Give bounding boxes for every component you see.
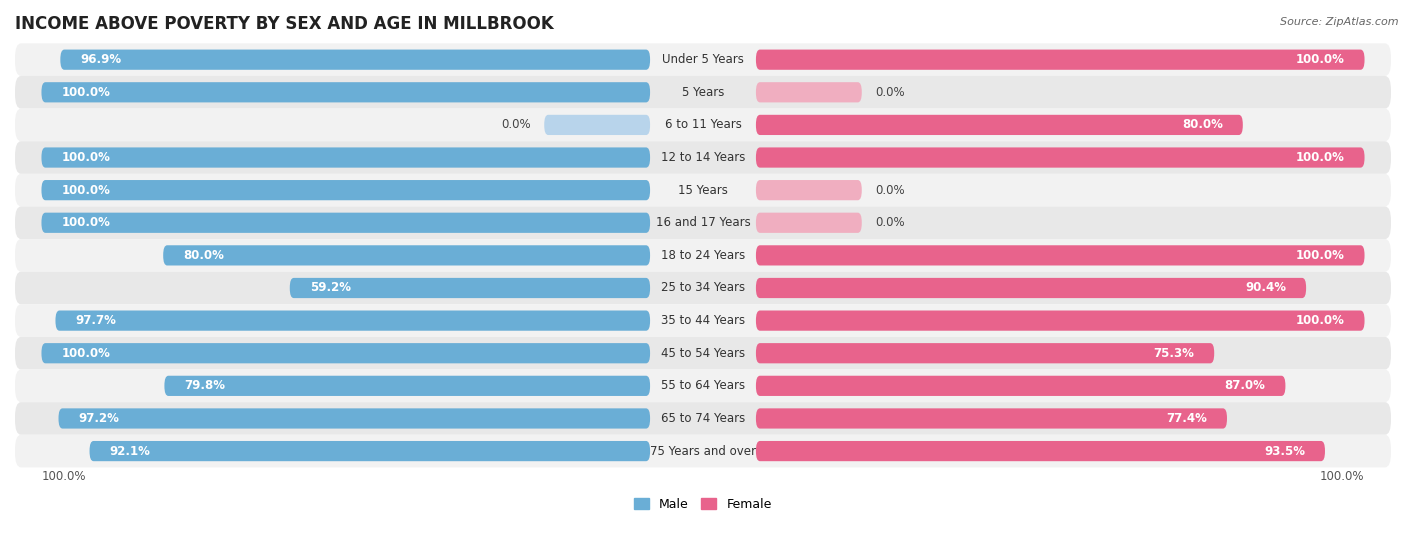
Text: 100.0%: 100.0% (1296, 151, 1344, 164)
Text: 35 to 44 Years: 35 to 44 Years (661, 314, 745, 327)
Text: 25 to 34 Years: 25 to 34 Years (661, 282, 745, 295)
Text: 100.0%: 100.0% (1296, 53, 1344, 66)
Text: 100.0%: 100.0% (1296, 314, 1344, 327)
FancyBboxPatch shape (15, 435, 1391, 467)
FancyBboxPatch shape (41, 148, 650, 168)
Text: 55 to 64 Years: 55 to 64 Years (661, 380, 745, 392)
Text: 5 Years: 5 Years (682, 86, 724, 99)
Text: 96.9%: 96.9% (80, 53, 121, 66)
FancyBboxPatch shape (756, 310, 1365, 331)
FancyBboxPatch shape (756, 82, 862, 102)
Text: 100.0%: 100.0% (62, 216, 110, 229)
Text: 75 Years and over: 75 Years and over (650, 444, 756, 458)
Text: 16 and 17 Years: 16 and 17 Years (655, 216, 751, 229)
FancyBboxPatch shape (290, 278, 650, 298)
Text: 77.4%: 77.4% (1166, 412, 1208, 425)
FancyBboxPatch shape (756, 115, 1243, 135)
FancyBboxPatch shape (15, 272, 1391, 304)
Text: 100.0%: 100.0% (62, 347, 110, 360)
Text: 100.0%: 100.0% (1320, 470, 1365, 483)
FancyBboxPatch shape (15, 239, 1391, 272)
FancyBboxPatch shape (15, 108, 1391, 141)
FancyBboxPatch shape (15, 76, 1391, 108)
FancyBboxPatch shape (15, 44, 1391, 76)
Text: 6 to 11 Years: 6 to 11 Years (665, 119, 741, 131)
Text: 18 to 24 Years: 18 to 24 Years (661, 249, 745, 262)
FancyBboxPatch shape (756, 376, 1285, 396)
Text: Under 5 Years: Under 5 Years (662, 53, 744, 66)
Text: 100.0%: 100.0% (62, 184, 110, 197)
FancyBboxPatch shape (756, 50, 1365, 70)
Text: 92.1%: 92.1% (110, 444, 150, 458)
Text: 100.0%: 100.0% (41, 470, 86, 483)
Text: 75.3%: 75.3% (1153, 347, 1194, 360)
Text: 0.0%: 0.0% (875, 184, 904, 197)
FancyBboxPatch shape (756, 148, 1365, 168)
Text: 90.4%: 90.4% (1246, 282, 1286, 295)
FancyBboxPatch shape (15, 174, 1391, 206)
FancyBboxPatch shape (15, 337, 1391, 369)
Text: 0.0%: 0.0% (875, 86, 904, 99)
FancyBboxPatch shape (41, 343, 650, 363)
FancyBboxPatch shape (15, 206, 1391, 239)
Text: 100.0%: 100.0% (62, 86, 110, 99)
Text: 12 to 14 Years: 12 to 14 Years (661, 151, 745, 164)
FancyBboxPatch shape (756, 180, 862, 200)
FancyBboxPatch shape (15, 369, 1391, 402)
FancyBboxPatch shape (756, 343, 1215, 363)
FancyBboxPatch shape (15, 304, 1391, 337)
Text: 87.0%: 87.0% (1225, 380, 1265, 392)
FancyBboxPatch shape (756, 245, 1365, 266)
Text: 0.0%: 0.0% (875, 216, 904, 229)
Text: 79.8%: 79.8% (184, 380, 225, 392)
FancyBboxPatch shape (60, 50, 650, 70)
FancyBboxPatch shape (41, 82, 650, 102)
Text: 80.0%: 80.0% (1182, 119, 1223, 131)
FancyBboxPatch shape (90, 441, 650, 461)
FancyBboxPatch shape (15, 402, 1391, 435)
FancyBboxPatch shape (41, 212, 650, 233)
FancyBboxPatch shape (15, 141, 1391, 174)
FancyBboxPatch shape (59, 409, 650, 429)
Text: 59.2%: 59.2% (309, 282, 350, 295)
Text: 15 Years: 15 Years (678, 184, 728, 197)
FancyBboxPatch shape (55, 310, 650, 331)
Text: 100.0%: 100.0% (1296, 249, 1344, 262)
FancyBboxPatch shape (756, 441, 1324, 461)
FancyBboxPatch shape (756, 212, 862, 233)
Text: 97.2%: 97.2% (79, 412, 120, 425)
Text: 93.5%: 93.5% (1264, 444, 1305, 458)
FancyBboxPatch shape (756, 278, 1306, 298)
Text: 97.7%: 97.7% (76, 314, 117, 327)
FancyBboxPatch shape (544, 115, 650, 135)
FancyBboxPatch shape (163, 245, 650, 266)
FancyBboxPatch shape (756, 409, 1227, 429)
Text: 80.0%: 80.0% (183, 249, 224, 262)
Text: 0.0%: 0.0% (502, 119, 531, 131)
FancyBboxPatch shape (165, 376, 650, 396)
Legend: Male, Female: Male, Female (630, 493, 776, 516)
Text: 45 to 54 Years: 45 to 54 Years (661, 347, 745, 360)
Text: 65 to 74 Years: 65 to 74 Years (661, 412, 745, 425)
Text: INCOME ABOVE POVERTY BY SEX AND AGE IN MILLBROOK: INCOME ABOVE POVERTY BY SEX AND AGE IN M… (15, 15, 554, 33)
Text: 100.0%: 100.0% (62, 151, 110, 164)
FancyBboxPatch shape (41, 180, 650, 200)
Text: Source: ZipAtlas.com: Source: ZipAtlas.com (1281, 17, 1399, 27)
